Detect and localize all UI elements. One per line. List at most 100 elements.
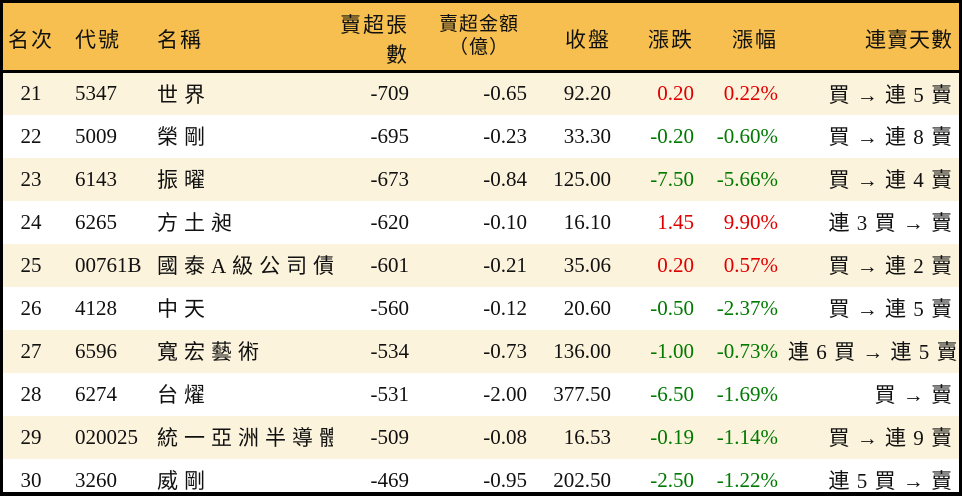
cell-change: 0.20 [621,243,703,287]
cell-sell-amount: -2.00 [423,372,535,416]
table-row: 29 020025 統一亞洲半導體N -509 -0.08 16.53 -0.1… [3,415,959,459]
cell-change: -0.20 [621,114,703,158]
cell-code: 00761B [59,243,143,287]
cell-name: 寬宏藝術 [143,329,333,373]
cell-sell-amount: -0.08 [423,415,535,459]
cell-close: 35.06 [535,243,621,287]
table-row: 23 6143 振曜 -673 -0.84 125.00 -7.50 -5.66… [3,157,959,201]
cell-name: 威剛 [143,458,333,492]
cell-rank: 21 [3,71,59,115]
cell-streak: 買 → 連 4 賣 [787,157,959,201]
cell-rank: 30 [3,458,59,492]
column-header-sell-volume: 賣超張數 [333,3,423,73]
cell-sell-volume: -709 [333,71,423,115]
cell-code: 4128 [59,286,143,330]
cell-streak: 買 → 連 2 賣 [787,243,959,287]
cell-streak: 連 6 買 → 連 5 賣 [787,329,959,373]
column-header-rank: 名次 [3,3,59,73]
cell-name: 榮剛 [143,114,333,158]
cell-close: 33.30 [535,114,621,158]
cell-code: 3260 [59,458,143,492]
cell-sell-amount: -0.21 [423,243,535,287]
column-header-change: 漲跌 [621,3,703,73]
cell-code: 6143 [59,157,143,201]
cell-name: 世界 [143,71,333,115]
cell-streak: 連 3 買 → 賣 [787,200,959,244]
cell-change: 1.45 [621,200,703,244]
cell-sell-volume: -469 [333,458,423,492]
cell-sell-amount: -0.23 [423,114,535,158]
cell-close: 202.50 [535,458,621,492]
cell-change-pct: -1.69% [703,372,787,416]
cell-change: -7.50 [621,157,703,201]
column-header-sell-amount: 賣超金額 （億） [423,3,535,73]
cell-change-pct: -1.14% [703,415,787,459]
cell-close: 136.00 [535,329,621,373]
cell-rank: 26 [3,286,59,330]
cell-streak: 買 → 連 9 賣 [787,415,959,459]
cell-change: -6.50 [621,372,703,416]
cell-sell-amount: -0.95 [423,458,535,492]
cell-name: 振曜 [143,157,333,201]
cell-code: 6265 [59,200,143,244]
cell-close: 377.50 [535,372,621,416]
cell-streak: 買 → 連 5 賣 [787,286,959,330]
cell-streak: 買 → 連 5 賣 [787,71,959,115]
cell-name: 方土昶 [143,200,333,244]
cell-change: -1.00 [621,329,703,373]
cell-sell-amount: -0.73 [423,329,535,373]
cell-sell-volume: -560 [333,286,423,330]
cell-close: 125.00 [535,157,621,201]
cell-name: 台燿 [143,372,333,416]
cell-sell-amount: -0.12 [423,286,535,330]
cell-sell-volume: -509 [333,415,423,459]
table-row: 24 6265 方土昶 -620 -0.10 16.10 1.45 9.90% … [3,200,959,244]
table-row: 28 6274 台燿 -531 -2.00 377.50 -6.50 -1.69… [3,372,959,416]
column-header-close: 收盤 [535,3,621,73]
cell-code: 6596 [59,329,143,373]
cell-sell-volume: -601 [333,243,423,287]
cell-streak: 連 5 買 → 賣 [787,458,959,492]
cell-change-pct: -0.60% [703,114,787,158]
cell-sell-volume: -534 [333,329,423,373]
cell-streak: 買 → 連 8 賣 [787,114,959,158]
cell-sell-amount: -0.65 [423,71,535,115]
cell-change-pct: 0.22% [703,71,787,115]
cell-sell-amount: -0.84 [423,157,535,201]
stock-net-sell-table: 名次 代號 名稱 賣超張數 賣超金額 （億） 收盤 漲跌 漲幅 連賣天數 21 … [3,3,959,492]
cell-rank: 24 [3,200,59,244]
sell-amount-label-line1: 賣超金額 [438,14,519,36]
table-row: 27 6596 寬宏藝術 -534 -0.73 136.00 -1.00 -0.… [3,329,959,373]
column-header-name: 名稱 [143,3,333,73]
table-row: 30 3260 威剛 -469 -0.95 202.50 -2.50 -1.22… [3,458,959,492]
cell-streak: 買 → 賣 [787,372,959,416]
cell-sell-volume: -695 [333,114,423,158]
cell-change-pct: -0.73% [703,329,787,373]
cell-change: 0.20 [621,71,703,115]
cell-change-pct: 9.90% [703,200,787,244]
cell-close: 92.20 [535,71,621,115]
cell-sell-amount: -0.10 [423,200,535,244]
cell-code: 5009 [59,114,143,158]
cell-close: 20.60 [535,286,621,330]
table-row: 25 00761B 國泰A級公司債 -601 -0.21 35.06 0.20 … [3,243,959,287]
cell-change-pct: 0.57% [703,243,787,287]
cell-rank: 23 [3,157,59,201]
column-header-code: 代號 [59,3,143,73]
cell-rank: 29 [3,415,59,459]
cell-name: 統一亞洲半導體N [143,415,333,459]
cell-sell-volume: -531 [333,372,423,416]
header-row: 名次 代號 名稱 賣超張數 賣超金額 （億） 收盤 漲跌 漲幅 連賣天數 [3,3,959,73]
cell-close: 16.53 [535,415,621,459]
cell-rank: 27 [3,329,59,373]
cell-sell-volume: -673 [333,157,423,201]
cell-change: -0.19 [621,415,703,459]
cell-rank: 28 [3,372,59,416]
table-row: 21 5347 世界 -709 -0.65 92.20 0.20 0.22% 買… [3,71,959,115]
cell-change-pct: -1.22% [703,458,787,492]
cell-change-pct: -2.37% [703,286,787,330]
cell-code: 6274 [59,372,143,416]
cell-code: 5347 [59,71,143,115]
cell-change: -0.50 [621,286,703,330]
